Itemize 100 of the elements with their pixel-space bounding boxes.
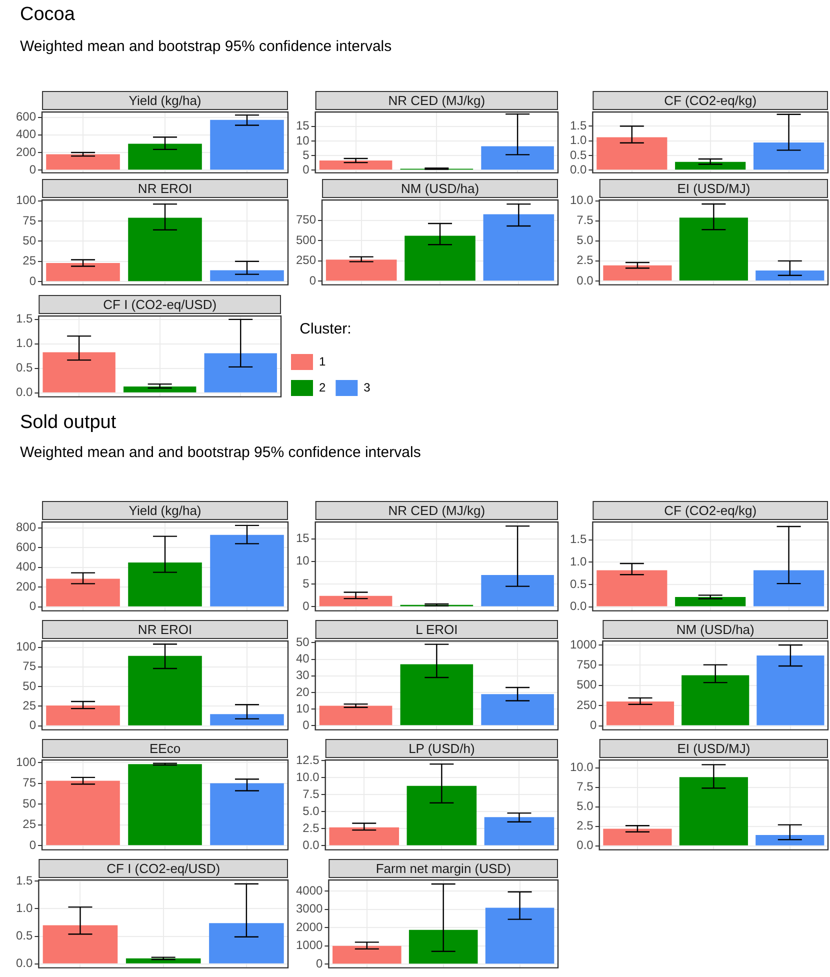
chart-title: NR EROI (138, 622, 192, 638)
y-tick-label: 75 (22, 776, 36, 790)
chart-title: EI (USD/MJ) (677, 181, 750, 196)
y-tick-label: 40 (296, 652, 310, 666)
y-tick-label: 0 (29, 162, 36, 176)
y-tick-label: 2.5 (302, 821, 320, 836)
chart-title: CF (CO2-eq/kg) (664, 503, 757, 518)
y-tick-label: 1.0 (570, 133, 587, 148)
y-tick-label: 0.0 (16, 956, 33, 970)
y-tick-label: 0 (316, 956, 324, 970)
chart-title: CF I (CO2-eq/USD) (103, 297, 217, 312)
y-tick-label: 400 (16, 560, 36, 574)
y-tick-label: 750 (296, 212, 316, 227)
y-tick-label: 10.0 (296, 770, 320, 784)
text: Sold output (20, 412, 116, 434)
y-tick-label: 10.0 (570, 760, 594, 774)
text: Weighted mean and bootstrap 95% confidence intervals (20, 38, 392, 55)
chart-title: NR CED (MJ/kg) (388, 93, 486, 108)
legend-label: 2 (319, 380, 326, 394)
y-tick-label: 10.0 (570, 193, 594, 208)
y-tick-label: 1.5 (570, 532, 587, 546)
y-tick-label: 1.5 (570, 118, 587, 132)
y-tick-label: 100 (16, 193, 36, 208)
y-tick-label: 0.0 (576, 273, 594, 288)
y-tick-label: 200 (16, 579, 36, 594)
y-tick-label: 0 (302, 718, 310, 732)
y-tick-label: 100 (16, 640, 36, 654)
y-tick-label: 10 (296, 554, 310, 568)
chart-title: NM (USD/ha) (676, 622, 754, 638)
legend-label: 3 (364, 380, 371, 394)
y-tick-label: 0.5 (570, 576, 587, 591)
y-tick-label: 0 (29, 838, 36, 852)
chart-title: NR EROI (138, 181, 192, 196)
chart-title: L EROI (416, 622, 458, 638)
text: Weighted mean and and bootstrap 95% confidence intervals (20, 444, 421, 461)
y-tick-label: 75 (22, 213, 36, 228)
y-tick-label: 0.0 (576, 838, 594, 852)
y-tick-label: 5.0 (576, 233, 594, 248)
y-tick-label: 200 (16, 144, 36, 159)
y-tick-label: 5.0 (302, 804, 320, 818)
y-tick-label: 0 (302, 162, 310, 176)
y-tick-label: 7.5 (576, 780, 594, 794)
y-tick-label: 15 (296, 531, 310, 546)
legend-label: 1 (319, 354, 326, 368)
y-tick-label: 600 (16, 540, 36, 554)
y-tick-label: 3000 (296, 902, 324, 916)
y-tick-label: 0.0 (570, 162, 587, 176)
y-tick-label: 4000 (296, 883, 324, 898)
y-tick-label: 7.5 (302, 787, 320, 802)
y-tick-label: 600 (16, 110, 36, 124)
y-tick-label: 25 (22, 698, 36, 713)
y-tick-label: 10 (296, 701, 310, 716)
y-tick-label: 750 (576, 658, 598, 672)
y-tick-label: 0.0 (16, 385, 33, 400)
chart-title: LP (USD/h) (408, 741, 475, 756)
y-tick-label: 800 (16, 520, 36, 534)
y-tick-label: 0.5 (16, 928, 33, 943)
y-tick-label: 1000 (296, 938, 324, 952)
chart-title: NR CED (MJ/kg) (388, 503, 486, 518)
y-tick-label: 5 (302, 576, 310, 590)
y-tick-label: 2.5 (576, 818, 594, 833)
y-tick-label: 0 (29, 599, 36, 614)
y-tick-label: 0 (302, 599, 310, 614)
chart-title: EI (USD/MJ) (677, 741, 750, 756)
y-tick-label: 2.5 (576, 253, 594, 268)
y-tick-label: 50 (22, 234, 36, 248)
chart-title: CF I (CO2-eq/USD) (106, 861, 220, 876)
y-tick-label: 0 (309, 273, 316, 288)
y-tick-label: 50 (22, 678, 36, 693)
y-tick-label: 15 (296, 118, 310, 133)
y-tick-label: 50 (22, 796, 36, 810)
y-tick-label: 1.5 (16, 312, 33, 326)
y-tick-label: 0.0 (302, 838, 320, 852)
chart-title: Yield (kg/ha) (128, 503, 202, 518)
y-tick-label: 0.5 (570, 148, 587, 162)
y-tick-label: 250 (576, 698, 598, 712)
y-tick-label: 25 (22, 254, 36, 268)
y-tick-label: 0 (29, 274, 36, 288)
legend-title: Cluster: (300, 320, 352, 338)
y-tick-label: 400 (16, 127, 36, 142)
chart-title: Farm net margin (USD) (376, 861, 511, 876)
y-tick-label: 250 (296, 253, 316, 268)
chart-title: NM (USD/ha) (401, 181, 480, 196)
y-tick-label: 25 (22, 817, 36, 832)
chart-title: EEco (149, 741, 181, 756)
chart-title: CF (CO2-eq/kg) (664, 93, 757, 108)
y-tick-label: 500 (576, 678, 598, 692)
y-tick-label: 75 (22, 659, 36, 674)
y-tick-label: 1.5 (16, 873, 33, 888)
text: Cocoa (20, 4, 75, 26)
y-tick-label: 2000 (296, 920, 324, 934)
y-tick-label: 12.5 (296, 752, 320, 767)
y-tick-label: 100 (16, 754, 36, 769)
chart-title: Yield (kg/ha) (128, 93, 202, 108)
y-tick-label: 50 (296, 634, 310, 649)
y-tick-label: 0 (590, 718, 598, 732)
y-tick-label: 1000 (570, 637, 598, 652)
y-tick-label: 5.0 (576, 799, 594, 814)
y-tick-label: 500 (296, 232, 316, 247)
y-tick-label: 30 (296, 668, 310, 682)
